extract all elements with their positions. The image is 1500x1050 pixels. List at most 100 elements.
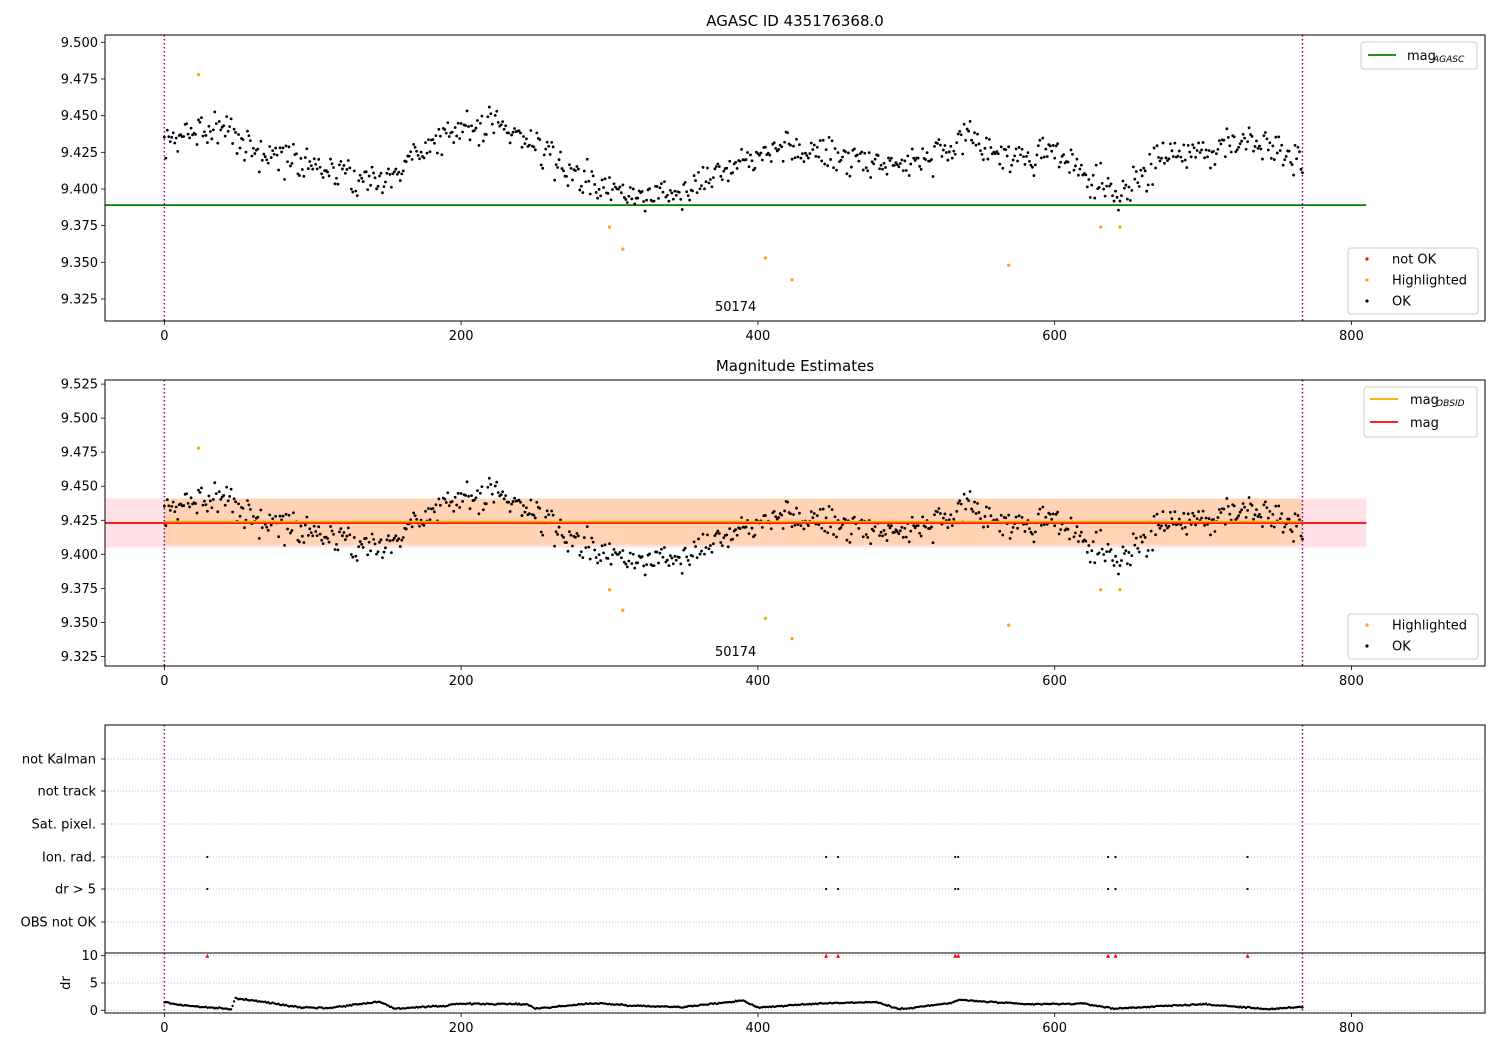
ok-point: [881, 167, 884, 171]
ok-point: [841, 523, 844, 527]
ok-point: [803, 151, 807, 155]
ok-point: [943, 512, 947, 516]
ok-point: [330, 162, 334, 166]
ok-point: [1283, 158, 1287, 162]
ok-point: [630, 562, 634, 565]
ok-point: [1108, 184, 1111, 188]
ok-point: [622, 196, 626, 199]
ok-point: [195, 511, 199, 515]
ok-point: [836, 151, 840, 154]
ok-point: [384, 180, 387, 184]
ok-point: [691, 554, 695, 558]
ok-point: [1031, 165, 1034, 169]
ok-point: [1019, 153, 1022, 157]
ok-point: [354, 554, 358, 558]
ok-point: [697, 171, 700, 174]
ok-point: [1005, 154, 1009, 158]
ok-point: [389, 551, 393, 555]
ok-point: [1262, 503, 1266, 507]
ok-point: [977, 142, 981, 146]
ok-point: [600, 544, 604, 548]
ok-point: [882, 161, 886, 165]
ok-point: [694, 179, 697, 182]
ok-point: [278, 146, 282, 150]
flag-point: [1114, 855, 1117, 859]
ok-point: [517, 498, 521, 502]
ok-point: [931, 175, 935, 178]
ok-point: [1177, 517, 1181, 521]
ok-point: [378, 540, 381, 544]
ok-point: [1120, 559, 1123, 562]
ok-point: [688, 198, 692, 202]
ok-point: [292, 142, 295, 146]
ok-point: [1281, 530, 1285, 534]
ok-point: [517, 129, 521, 133]
ok-point: [618, 550, 622, 554]
ok-point: [1048, 144, 1052, 148]
ok-point: [783, 509, 787, 513]
ok-point: [401, 169, 405, 173]
ok-point: [1032, 174, 1036, 177]
ok-point: [912, 524, 916, 528]
ok-point: [1195, 517, 1199, 521]
ok-point: [995, 150, 999, 153]
ok-point: [501, 120, 505, 124]
ok-point: [171, 500, 175, 504]
ok-point: [849, 165, 853, 169]
ok-point: [980, 152, 984, 156]
ok-point: [679, 562, 683, 566]
ok-point: [1011, 526, 1015, 529]
ok-point: [268, 513, 272, 517]
flag-point: [1106, 855, 1110, 859]
ok-point: [685, 190, 689, 194]
ok-point: [878, 534, 881, 537]
ok-point: [234, 500, 237, 504]
ok-point: [354, 189, 358, 193]
ok-point: [1292, 539, 1295, 543]
ok-point: [550, 140, 554, 144]
ok-point: [1091, 173, 1095, 177]
ok-point: [845, 172, 849, 176]
ok-point: [688, 563, 692, 567]
ok-point: [576, 534, 580, 538]
ok-point: [890, 524, 893, 528]
ok-point: [904, 535, 908, 539]
ok-point: [674, 558, 678, 562]
ok-point: [950, 524, 954, 528]
ok-point: [205, 509, 209, 513]
y-tick-label: 9.325: [61, 293, 98, 308]
ok-point: [1069, 516, 1073, 520]
ok-point: [1280, 512, 1284, 516]
ok-point: [979, 149, 982, 153]
ok-point: [1029, 163, 1033, 167]
ok-point: [167, 135, 171, 139]
ok-point: [1241, 502, 1245, 505]
x-tick-label: 200: [449, 674, 474, 689]
ok-point: [707, 181, 711, 185]
ok-point: [1268, 141, 1272, 145]
ok-point: [1182, 511, 1186, 515]
ok-point: [265, 525, 269, 529]
ok-point: [884, 166, 887, 169]
ok-point: [986, 525, 990, 528]
ok-point: [1219, 511, 1223, 514]
ok-point: [372, 171, 375, 175]
ok-point: [357, 545, 361, 549]
ok-point: [1038, 138, 1042, 142]
ok-point: [611, 188, 614, 191]
ok-point: [1299, 534, 1303, 538]
ok-point: [910, 515, 914, 519]
ok-point: [1125, 197, 1129, 201]
ok-point: [931, 541, 935, 545]
ok-point: [944, 151, 948, 154]
ok-point: [474, 496, 478, 500]
ok-point: [759, 151, 763, 155]
ok-point: [164, 156, 168, 160]
ok-point: [582, 536, 586, 539]
ok-point: [1056, 510, 1060, 514]
ok-point: [682, 183, 686, 186]
ok-point: [508, 141, 512, 145]
ok-point: [1258, 144, 1261, 148]
x-tick-label: 600: [1042, 329, 1067, 344]
ok-point: [833, 515, 837, 519]
